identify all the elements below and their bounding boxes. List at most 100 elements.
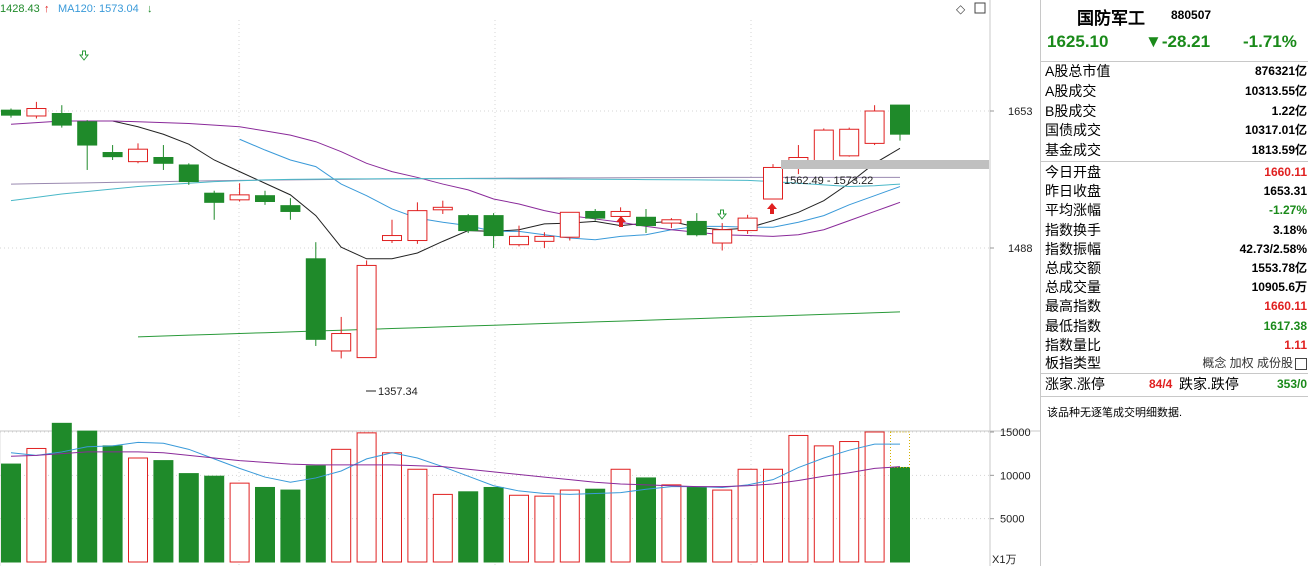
diamond-icon[interactable]: ◇ [956,2,966,16]
volume-bar [305,465,326,563]
stat-row: 国债成交 10317.01亿 [1045,121,1307,140]
candle-body [77,121,98,146]
volume-bar [737,468,758,563]
price-change-pct: -1.71% [1243,32,1297,51]
stat-row: 总成交量 10905.6万 [1045,278,1307,297]
stat-row: 最低指数 1617.38 [1045,317,1307,336]
volume-bar [483,486,504,563]
divider [1041,396,1308,397]
stat-label: 最高指数 [1045,298,1101,315]
stat-label: 总成交额 [1045,260,1101,276]
stat-row: 指数量比 1.11 [1045,336,1307,355]
candle-body [153,156,174,164]
stat-value: 1.11 [1284,337,1307,352]
candle-body [356,264,377,359]
candle-body [610,210,631,217]
volume-bar [813,445,834,563]
candle-body [636,216,656,227]
kline-chart[interactable]: 1653 1488 15000 10000 5000 1562.49 - 1573.22… [0,0,1040,566]
volume-bar [839,441,860,563]
stat-label: 最低指数 [1045,317,1101,334]
volume-bar [509,494,529,563]
stat-row: 指数换手 3.18% [1045,221,1307,240]
gap-label: 1562.49 - 1573.22 [784,175,873,187]
candle-body [255,195,275,203]
candle-body [204,192,225,203]
info-panel: 国防军工 880507 1625.10 ▼-28.21 -1.71% A股总市值… [1040,0,1308,566]
volume-bar [661,484,682,563]
stat-value: 42.73/2.58% [1239,241,1307,256]
candle-body [509,235,529,246]
stat-value: 1617.38 [1263,318,1307,333]
candle-body [712,229,733,244]
stat-value: -1.27% [1268,203,1307,218]
current-price: 1625.10 [1047,32,1109,51]
volume-ma-lines [10,441,901,495]
divider [1041,373,1308,374]
volume-tick-label: 5000 [1000,514,1024,526]
volume-bar [585,488,606,563]
window-icon[interactable] [974,2,986,14]
low-label: 1357.34 [378,386,418,398]
candle-body [458,215,479,232]
candle-body [483,215,504,237]
stat-value: 10905.6万 [1251,280,1307,295]
index-type-options[interactable]: 概念 加权 成份股 [1202,356,1293,370]
index-code: 880507 [1171,8,1212,22]
stat-label: 指数振幅 [1045,240,1101,257]
gap-band [781,160,989,169]
volume-unit-label: X1万 [992,554,1016,566]
volume-bar [788,434,809,563]
volume-bar [864,431,885,563]
stat-value: 1813.59亿 [1251,143,1307,158]
candle-body [331,333,352,352]
volume-bar [636,477,656,563]
volume-bar [102,445,123,563]
stat-row: 指数振幅 42.73/2.58% [1045,240,1307,259]
sell-arrow-icon [78,50,90,61]
volume-bar [356,432,377,563]
volume-bar [712,489,733,563]
volume-bar [559,489,580,563]
candle-body [813,129,834,164]
list-icon[interactable] [1295,358,1307,370]
volume-bar [204,475,225,563]
volume-bar [128,457,148,563]
volume-bar [686,486,707,563]
candle-body [559,211,580,238]
stat-label: 平均涨幅 [1045,202,1101,219]
stat-row: 总成交额 1553.78亿 [1045,259,1307,278]
stat-row: A股成交 10313.55亿 [1045,82,1307,101]
candle-body [382,235,402,242]
volume-bar [280,489,301,563]
volume-bar [1,463,21,563]
volume-bar [458,491,479,563]
stat-value: 1660.11 [1264,165,1307,179]
stat-label: 国债成交 [1045,122,1101,139]
volume-bars [1,422,910,563]
volume-ghost-bar [890,431,910,468]
price-tick-label: 1653 [1008,106,1032,118]
candle-body [686,220,707,236]
candle-body [864,110,885,144]
volume-bar [534,495,555,563]
volume-bar [26,447,47,563]
stat-label: 昨日收盘 [1045,183,1101,200]
stat-value: 10317.01亿 [1244,123,1307,138]
down-arrow-icon: ↓ [147,3,153,15]
advance-value: 84/4 [1149,377,1173,391]
stat-value: 1553.78亿 [1251,261,1307,275]
candle-body [585,210,606,219]
candle-body [280,205,301,212]
volume-ma-line [10,441,900,495]
candle-body [432,206,453,211]
decline-label: 跌家.跌停 [1179,376,1239,392]
candle-body [51,112,72,126]
buy-arrow-icon [616,216,626,227]
stat-label: A股成交 [1045,82,1097,99]
volume-ma-line [10,451,901,488]
index-name: 国防军工 [1077,9,1145,28]
buy-arrow-icon [767,203,777,214]
volume-bar [763,468,783,563]
ma-line [10,120,901,237]
